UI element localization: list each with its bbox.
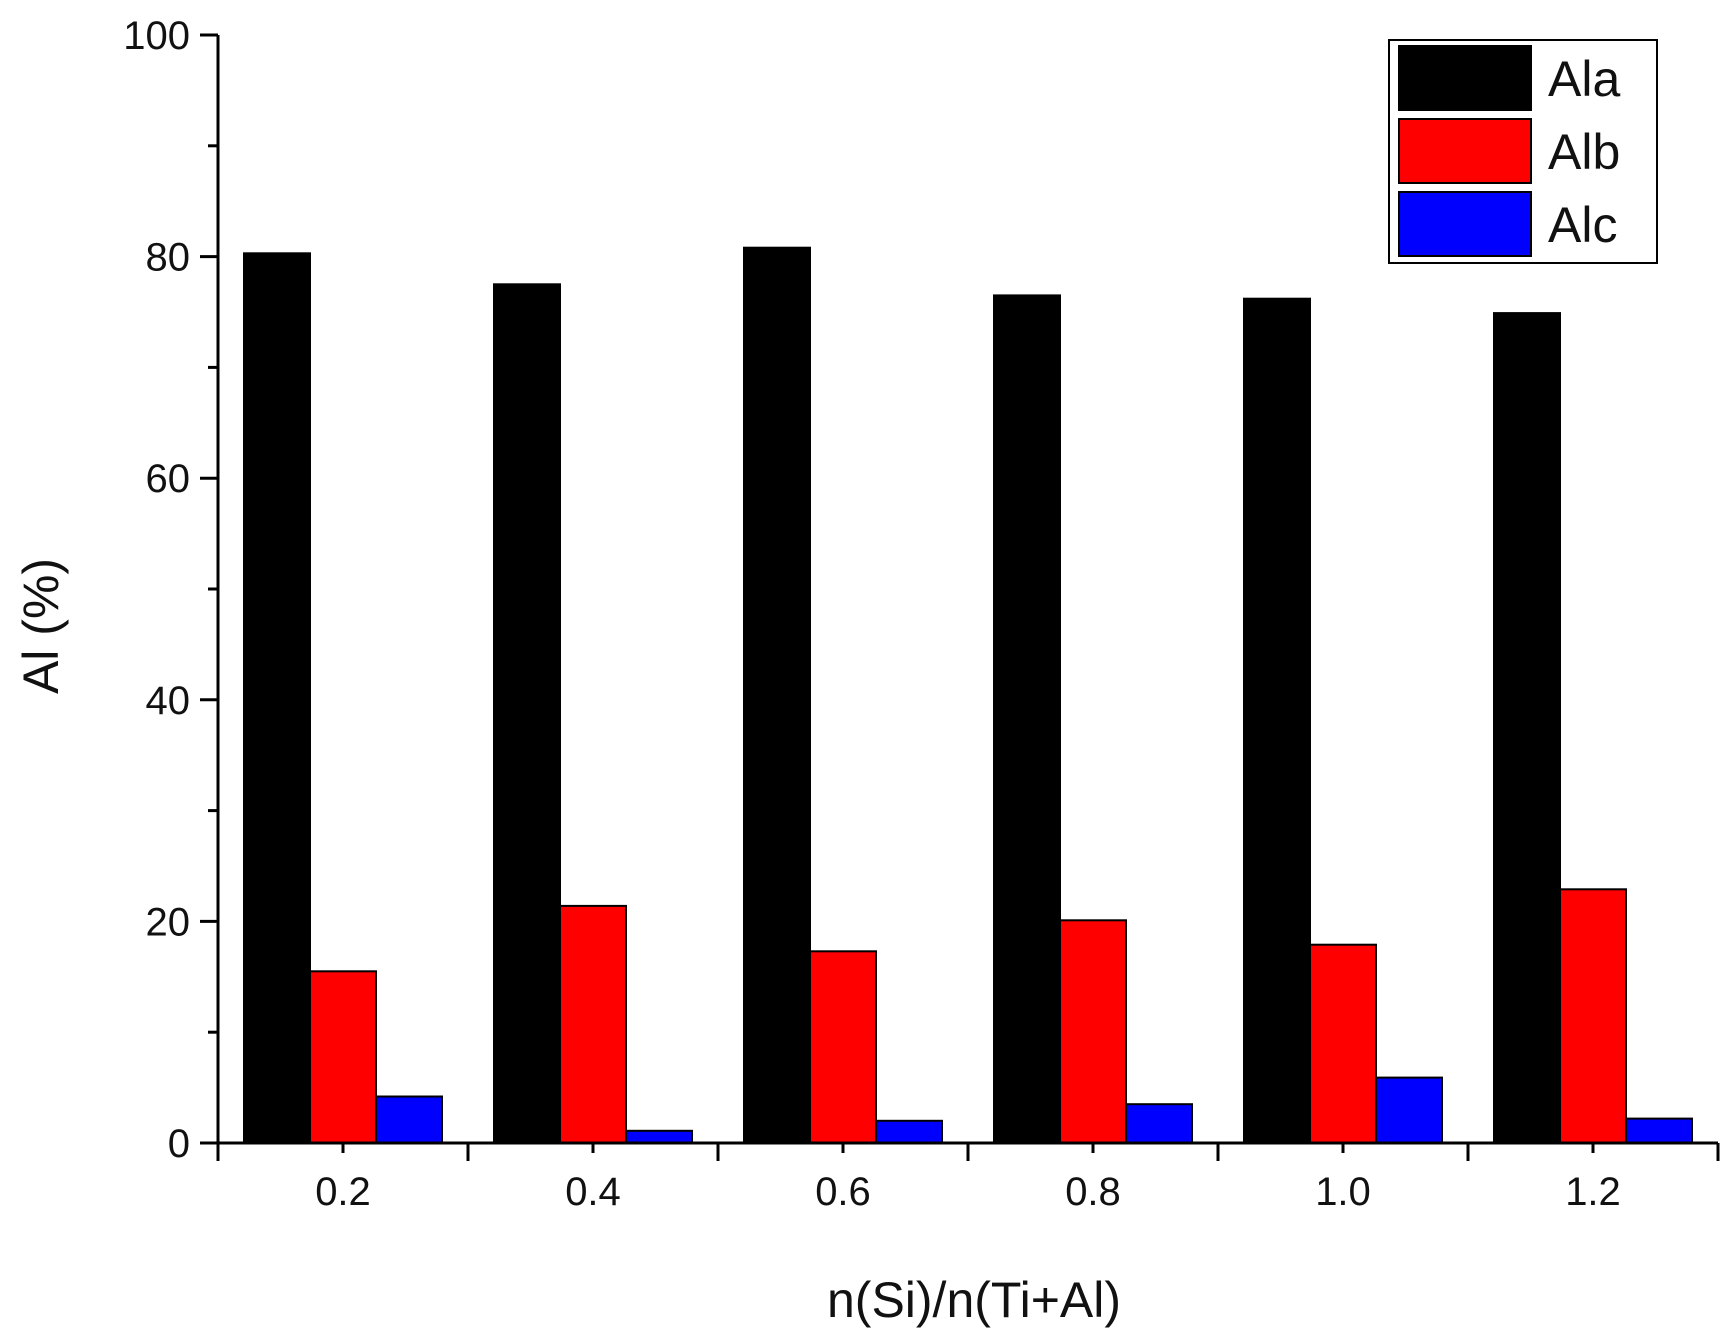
legend-label-alb: Alb bbox=[1548, 124, 1620, 180]
x-tick-label-1.0: 1.0 bbox=[1315, 1170, 1371, 1214]
y-tick-label-0: 0 bbox=[168, 1122, 190, 1166]
bar-alb-0.4 bbox=[559, 904, 627, 1145]
y-tick-label-40: 40 bbox=[146, 679, 191, 723]
bar-alb-0.2 bbox=[309, 970, 377, 1144]
x-tick-label-0.8: 0.8 bbox=[1065, 1170, 1121, 1214]
legend-swatch-alc bbox=[1398, 191, 1532, 257]
bar-alc-1.2 bbox=[1625, 1117, 1693, 1144]
y-tick-label-100: 100 bbox=[123, 14, 190, 58]
x-tick-label-0.6: 0.6 bbox=[815, 1170, 871, 1214]
bar-ala-0.2 bbox=[243, 252, 311, 1145]
x-axis-title: n(Si)/n(Ti+Al) bbox=[827, 1272, 1121, 1328]
y-tick-label-60: 60 bbox=[146, 457, 191, 501]
bar-alb-0.8 bbox=[1059, 919, 1127, 1144]
legend-label-ala: Ala bbox=[1548, 51, 1620, 107]
bar-ala-0.4 bbox=[493, 283, 561, 1144]
bar-alc-1.0 bbox=[1375, 1076, 1443, 1144]
bar-ala-1.0 bbox=[1243, 297, 1311, 1144]
bar-ala-1.2 bbox=[1493, 312, 1561, 1145]
bar-alc-0.4 bbox=[625, 1129, 693, 1145]
bar-ala-0.8 bbox=[993, 294, 1061, 1144]
x-tick-label-0.4: 0.4 bbox=[565, 1170, 621, 1214]
bars-group bbox=[243, 246, 1693, 1145]
legend: Ala Alb Alc bbox=[1388, 39, 1658, 264]
bar-alc-0.8 bbox=[1125, 1103, 1193, 1144]
y-axis-title: Al (%) bbox=[13, 558, 69, 694]
bar-ala-0.6 bbox=[743, 246, 811, 1144]
bar-alc-0.6 bbox=[875, 1119, 943, 1145]
bar-alb-1.2 bbox=[1559, 888, 1627, 1144]
ticks-group: 0 20 40 60 80 100 0.2 0.4 0.6 0.8 1.0 1.2 bbox=[123, 14, 1720, 1214]
legend-swatch-ala bbox=[1398, 45, 1532, 111]
x-tick-label-1.2: 1.2 bbox=[1565, 1170, 1621, 1214]
legend-label-alc: Alc bbox=[1548, 197, 1617, 253]
x-tick-label-0.2: 0.2 bbox=[315, 1170, 371, 1214]
legend-swatch-alb bbox=[1398, 118, 1532, 184]
y-tick-label-80: 80 bbox=[146, 236, 191, 280]
bar-alb-0.6 bbox=[809, 950, 877, 1144]
bar-alb-1.0 bbox=[1309, 943, 1377, 1145]
y-tick-label-20: 20 bbox=[146, 900, 191, 944]
bar-alc-0.2 bbox=[375, 1095, 443, 1144]
